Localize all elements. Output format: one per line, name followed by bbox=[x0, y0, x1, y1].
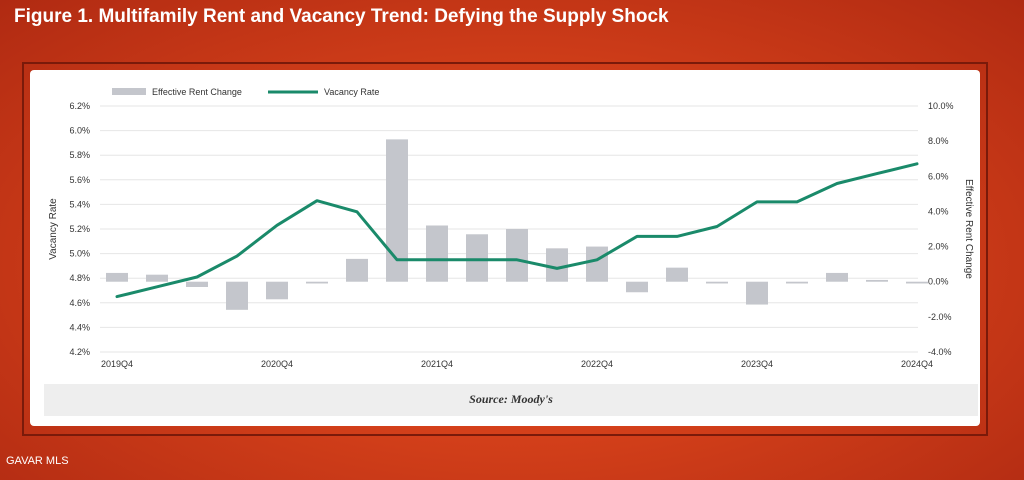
chart-frame bbox=[22, 62, 988, 436]
watermark: GAVAR MLS bbox=[6, 455, 69, 467]
rent-change-bar bbox=[746, 281, 768, 305]
axes: 4.2% 4.4% 4.6% 4.8% 5.0% 5.2% 5.4% 5.6% 5.8% 6.0%… bbox=[48, 101, 974, 369]
x-tick-label: 2023Q4 bbox=[741, 359, 773, 369]
rent-change-bar bbox=[506, 229, 528, 282]
right-tick-label: -2.0% bbox=[928, 312, 952, 322]
source-text: Source: Moody's bbox=[469, 392, 553, 406]
rent-change-bar bbox=[146, 274, 168, 282]
source-bar: Source: Moody's bbox=[44, 384, 978, 416]
left-tick-label: 5.6% bbox=[69, 175, 90, 185]
x-tick-label: 2019Q4 bbox=[101, 359, 133, 369]
legend-label-vacancy: Vacancy Rate bbox=[324, 87, 379, 97]
right-axis-title: Effective Rent Change bbox=[963, 179, 974, 279]
rent-change-bar bbox=[466, 234, 488, 282]
x-tick-label: 2022Q4 bbox=[581, 359, 613, 369]
rent-change-bar bbox=[546, 248, 568, 282]
left-tick-label: 4.2% bbox=[69, 347, 90, 357]
rent-change-bar bbox=[666, 267, 688, 282]
rent-change-bar bbox=[706, 281, 728, 284]
rent-change-bar bbox=[266, 281, 288, 300]
rent-change-bar bbox=[626, 281, 648, 293]
rent-change-bar bbox=[386, 139, 408, 282]
left-tick-label: 6.0% bbox=[69, 126, 90, 136]
right-tick-label: 10.0% bbox=[928, 101, 954, 111]
left-tick-label: 4.6% bbox=[69, 298, 90, 308]
vacancy-line bbox=[115, 162, 919, 299]
left-tick-label: 4.8% bbox=[69, 273, 90, 283]
rent-change-bar bbox=[906, 281, 928, 284]
rent-change-bars bbox=[106, 139, 928, 310]
right-tick-label: 6.0% bbox=[928, 171, 949, 181]
left-tick-label: 4.4% bbox=[69, 322, 90, 332]
rent-change-bar bbox=[866, 279, 888, 282]
rent-change-bar bbox=[226, 281, 248, 310]
right-tick-label: -4.0% bbox=[928, 347, 952, 357]
chart-panel bbox=[30, 70, 980, 426]
rent-change-bar bbox=[586, 246, 608, 282]
left-tick-label: 5.2% bbox=[69, 224, 90, 234]
vacancy-rate-line bbox=[115, 162, 919, 299]
right-tick-label: 0.0% bbox=[928, 277, 949, 287]
left-axis-title: Vacancy Rate bbox=[48, 198, 59, 260]
left-tick-label: 6.2% bbox=[69, 101, 90, 111]
right-tick-label: 8.0% bbox=[928, 136, 949, 146]
legend-bar-swatch bbox=[112, 88, 146, 95]
rent-change-bar bbox=[186, 281, 208, 287]
legend: Effective Rent Change Vacancy Rate bbox=[112, 87, 379, 97]
x-tick-label: 2021Q4 bbox=[421, 359, 453, 369]
grid-lines bbox=[100, 105, 918, 353]
x-tick-label: 2020Q4 bbox=[261, 359, 293, 369]
legend-label-rent: Effective Rent Change bbox=[152, 87, 242, 97]
left-tick-label: 5.4% bbox=[69, 199, 90, 209]
left-tick-label: 5.0% bbox=[69, 249, 90, 259]
figure-title: Figure 1. Multifamily Rent and Vacancy T… bbox=[14, 6, 669, 27]
right-tick-label: 4.0% bbox=[928, 206, 949, 216]
rent-change-bar bbox=[826, 272, 848, 282]
left-tick-label: 5.8% bbox=[69, 150, 90, 160]
rent-change-bar bbox=[426, 225, 448, 282]
x-tick-label: 2024Q4 bbox=[901, 359, 933, 369]
rent-change-bar bbox=[346, 258, 368, 282]
rent-change-bar bbox=[306, 281, 328, 284]
right-tick-label: 2.0% bbox=[928, 242, 949, 252]
rent-change-bar bbox=[106, 272, 128, 282]
rent-change-bar bbox=[786, 281, 808, 284]
